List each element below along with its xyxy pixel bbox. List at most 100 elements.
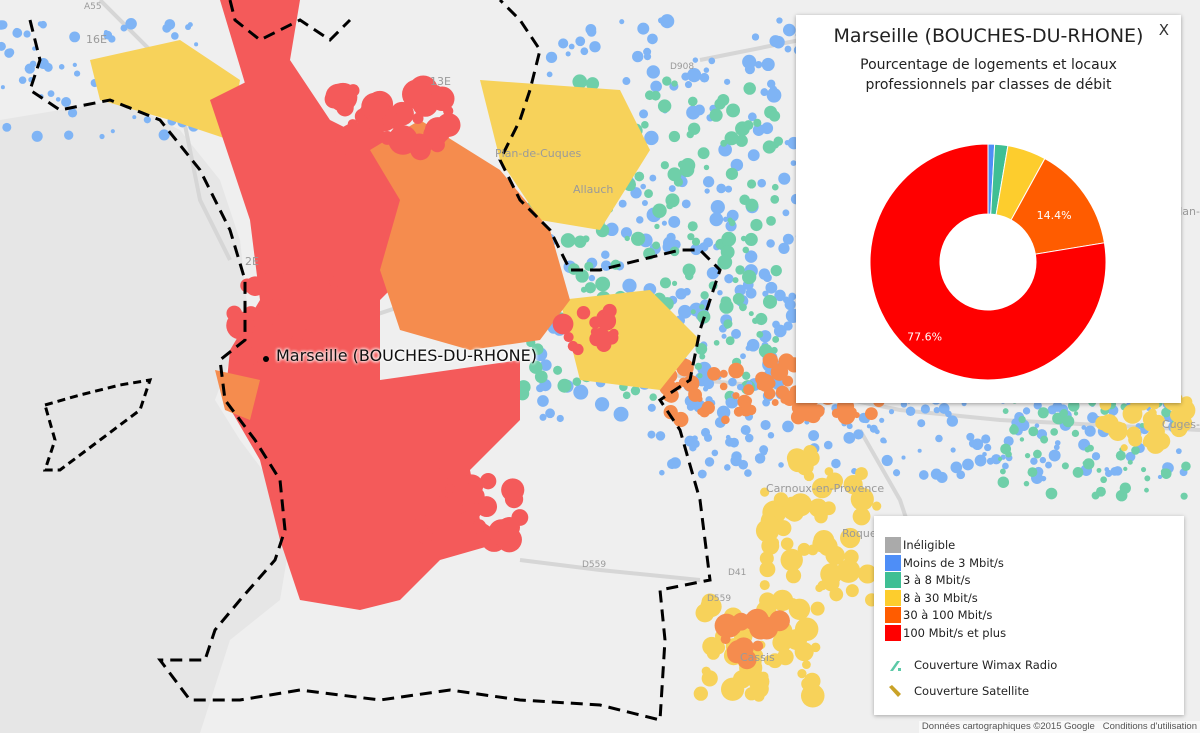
coverage-dot [780, 548, 803, 572]
coverage-dot [709, 108, 723, 122]
coverage-dot [646, 65, 660, 79]
coverage-dot [600, 260, 612, 271]
coverage-dot [329, 276, 341, 288]
coverage-dot [303, 346, 323, 366]
legend-item-lt3: Moins de 3 Mbit/s [885, 554, 1004, 571]
coverage-dot [1139, 422, 1145, 428]
coverage-dot [1153, 432, 1171, 450]
coverage-dot [1180, 492, 1188, 500]
coverage-dot [775, 520, 792, 537]
coverage-dot [917, 448, 922, 453]
coverage-dot [691, 237, 701, 246]
coverage-dot [762, 290, 769, 297]
coverage-dot [770, 265, 782, 277]
coverage-dot [252, 321, 277, 345]
city-marker-dot[interactable] [263, 356, 269, 362]
coverage-dot [659, 277, 672, 289]
coverage-dot [1033, 449, 1042, 459]
coverage-dot [576, 305, 591, 320]
coverage-dot [568, 43, 575, 50]
satellite-stripe-icon [889, 685, 901, 697]
coverage-dot [881, 454, 893, 467]
coverage-dot [326, 338, 345, 356]
coverage-dot [23, 30, 31, 38]
coverage-dot [717, 94, 730, 107]
coverage-dot [557, 378, 572, 393]
coverage-dot [762, 294, 778, 309]
coverage-dot [945, 410, 952, 418]
coverage-dot [436, 90, 452, 106]
coverage-dot [410, 139, 431, 161]
coverage-dot [301, 284, 330, 314]
coverage-dot [762, 273, 772, 283]
yellow-area [480, 80, 650, 230]
donut-slice-5[interactable] [869, 143, 1107, 381]
coverage-dot [74, 70, 81, 77]
coverage-dot [162, 23, 172, 33]
coverage-dot [67, 108, 78, 118]
coverage-dot [6, 48, 15, 57]
coverage-dot [1071, 429, 1080, 438]
coverage-dot [697, 469, 707, 479]
coverage-dot [697, 373, 703, 379]
coverage-dot [852, 507, 871, 526]
coverage-dot [669, 457, 681, 469]
coverage-dot [755, 312, 768, 326]
coverage-dot [742, 246, 750, 254]
coverage-dot [1045, 461, 1052, 469]
coverage-dot [1170, 419, 1188, 438]
legend-satellite: Couverture Satellite [888, 684, 1029, 698]
coverage-dot [64, 130, 74, 140]
place-label: Cassis [740, 651, 775, 664]
coverage-dot [681, 199, 691, 209]
coverage-dot [1002, 408, 1009, 414]
city-marker-label[interactable]: Marseille (BOUCHES-DU-RHONE) [276, 346, 537, 365]
coverage-dot [1087, 412, 1099, 424]
coverage-dot [1037, 407, 1049, 419]
coverage-dot [761, 536, 780, 555]
coverage-dot [661, 220, 667, 226]
coverage-dot [788, 598, 811, 620]
coverage-dot [690, 243, 702, 256]
coverage-dot [103, 30, 113, 40]
coverage-dot [337, 276, 359, 299]
coverage-dot [537, 395, 549, 407]
coverage-dot [697, 408, 704, 415]
place-label: Cuges- [1161, 418, 1200, 431]
coverage-dot [282, 311, 306, 335]
coverage-dot [13, 27, 21, 36]
coverage-dot [778, 387, 788, 397]
coverage-dot [671, 80, 678, 87]
coverage-dot [644, 189, 653, 199]
coverage-dot [649, 393, 657, 401]
legend-panel: Inéligible Moins de 3 Mbit/s 3 à 8 Mbit/… [874, 516, 1184, 715]
popup-title: Marseille (BOUCHES-DU-RHONE) [833, 25, 1144, 47]
legend-item-30-100: 30 à 100 Mbit/s [885, 606, 992, 623]
coverage-dot [760, 448, 768, 456]
close-button[interactable]: X [1158, 21, 1169, 39]
coverage-dot [808, 430, 820, 442]
coverage-dot [773, 324, 787, 338]
legend-label: 8 à 30 Mbit/s [903, 590, 978, 605]
coverage-dot [556, 414, 564, 423]
coverage-dot [778, 172, 791, 185]
coverage-dot [752, 640, 764, 652]
coverage-dot [760, 88, 769, 96]
coverage-dot [836, 559, 861, 583]
coverage-dot [655, 431, 666, 441]
yellow-area [90, 40, 240, 140]
coverage-dot [950, 461, 963, 474]
terms-link[interactable]: Conditions d'utilisation [1102, 721, 1197, 732]
coverage-dot [962, 458, 974, 471]
coverage-dot [794, 642, 814, 662]
coverage-dot [573, 384, 589, 400]
coverage-dot [692, 57, 699, 63]
coverage-dot [700, 291, 709, 300]
coverage-dot [636, 216, 644, 224]
coverage-dot [757, 178, 767, 188]
coverage-dot [1018, 415, 1026, 424]
coverage-dot [575, 36, 586, 47]
coverage-dot [732, 293, 745, 305]
legend-label: Inéligible [903, 537, 956, 552]
coverage-dot [703, 67, 710, 73]
